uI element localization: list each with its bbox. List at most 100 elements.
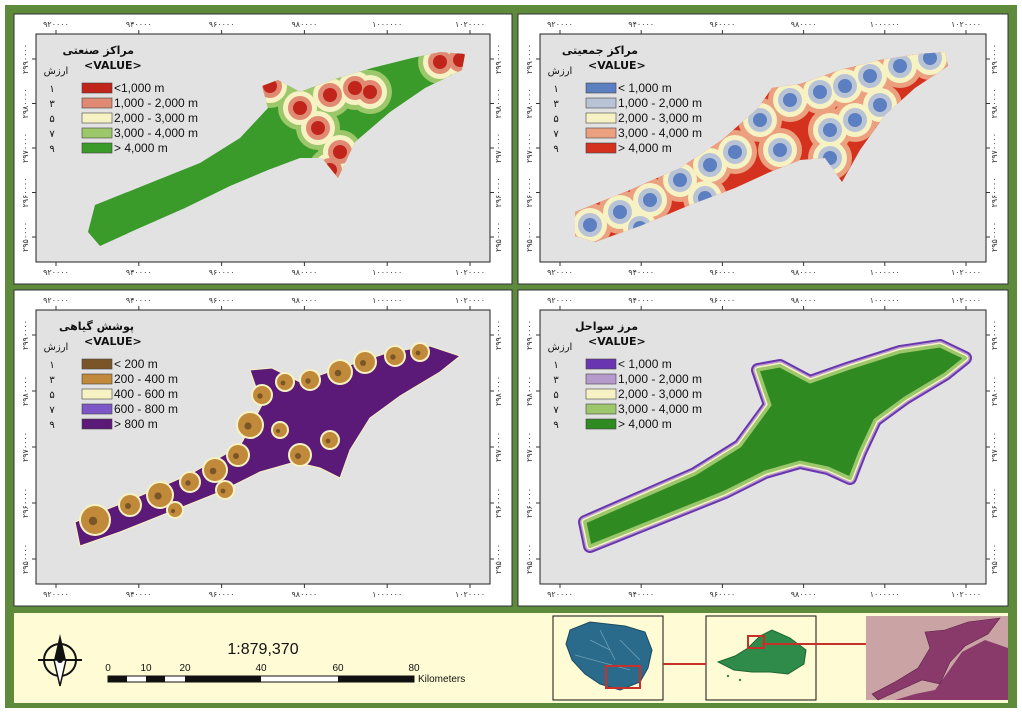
tick-label-y-left: ۲۹۶۰۰۰۰ bbox=[525, 488, 534, 518]
tick-label-y-left: ۲۹۶۰۰۰۰ bbox=[525, 177, 534, 207]
tick-label-y-left: ۲۹۶۰۰۰۰ bbox=[21, 488, 30, 518]
tick-label-x-bottom: ۹۸۰۰۰۰ bbox=[292, 590, 318, 599]
tick-label-x-top: ۹۶۰۰۰۰ bbox=[710, 296, 736, 305]
tick-label-x-bottom: ۹۶۰۰۰۰ bbox=[710, 590, 736, 599]
legend-swatch bbox=[81, 388, 113, 400]
legend-class-label: 400 - 600 m bbox=[114, 387, 178, 401]
north-arrow-icon bbox=[38, 634, 82, 687]
tick-label-x-top: ۹۶۰۰۰۰ bbox=[710, 20, 736, 29]
tick-label-y-left: ۲۹۸۰۰۰۰ bbox=[525, 376, 534, 406]
legend-class-label: 1,000 - 2,000 m bbox=[114, 96, 198, 110]
legend-swatch bbox=[81, 373, 113, 385]
legend-class-value: ۳ bbox=[553, 99, 559, 110]
scale-ratio: 1:879,370 bbox=[227, 641, 298, 658]
tick-label-x-bottom: ۹۲۰۰۰۰ bbox=[43, 590, 69, 599]
tick-label-x-bottom: ۱۰۲۰۰۰۰ bbox=[455, 590, 485, 599]
tick-label-x-bottom: ۹۶۰۰۰۰ bbox=[209, 268, 235, 277]
legend-class-value: ۷ bbox=[553, 405, 559, 416]
tick-label-x-bottom: ۱۰۰۰۰۰۰ bbox=[372, 590, 402, 599]
tick-label-y-left: ۲۹۹۰۰۰۰ bbox=[525, 44, 534, 74]
tick-label-x-top: ۹۸۰۰۰۰ bbox=[292, 296, 318, 305]
legend-class-value: ۱ bbox=[49, 84, 54, 95]
legend-class-label: 2,000 - 3,000 m bbox=[114, 111, 198, 125]
legend-swatch bbox=[81, 112, 113, 124]
legend-title: مراکز جمعیتی bbox=[562, 44, 638, 57]
legend-class-value: ۷ bbox=[49, 405, 55, 416]
map-panel-industrial: ۹۲۰۰۰۰ ۹۲۰۰۰۰ ۹۴۰۰۰۰ ۹۴۰۰۰۰ ۹۶۰۰۰۰ ۹۶۰۰۰۰ ۹۸۰۰… bbox=[13, 13, 513, 285]
map-panel-population: ۹۲۰۰۰۰ ۹۲۰۰۰۰ ۹۴۰۰۰۰ ۹۴۰۰۰۰ ۹۶۰۰۰۰ ۹۶۰۰۰۰ ۹۸۰۰… bbox=[517, 13, 1009, 285]
tick-label-x-top: ۹۴۰۰۰۰ bbox=[126, 20, 152, 29]
tick-label-x-top: ۱۰۲۰۰۰۰ bbox=[455, 296, 485, 305]
locator-rect-province bbox=[747, 635, 765, 649]
tick-label-x-bottom: ۹۸۰۰۰۰ bbox=[791, 268, 817, 277]
tick-label-x-bottom: ۹۴۰۰۰۰ bbox=[126, 590, 152, 599]
locator-study-area bbox=[866, 616, 1008, 701]
legend-swatch bbox=[585, 112, 617, 124]
scale-mark: 40 bbox=[255, 663, 267, 674]
scale-mark: 60 bbox=[332, 663, 344, 674]
legend-class-label: <1,000 m bbox=[114, 81, 164, 95]
legend-class-label: 3,000 - 4,000 m bbox=[618, 402, 702, 416]
tick-label-x-bottom: ۹۸۰۰۰۰ bbox=[292, 268, 318, 277]
legend-swatch bbox=[585, 418, 617, 430]
tick-label-y-right: ۲۹۸۰۰۰۰ bbox=[494, 88, 503, 118]
tick-label-x-top: ۱۰۲۰۰۰۰ bbox=[951, 20, 981, 29]
map-panels: ۹۲۰۰۰۰ ۹۲۰۰۰۰ ۹۴۰۰۰۰ ۹۴۰۰۰۰ ۹۶۰۰۰۰ ۹۶۰۰۰۰ ۹۸۰۰… bbox=[13, 13, 1009, 607]
tick-label-x-top: ۹۶۰۰۰۰ bbox=[209, 20, 235, 29]
legend-class-label: 3,000 - 4,000 m bbox=[618, 126, 702, 140]
legend-swatch bbox=[585, 373, 617, 385]
legend-swatch bbox=[585, 82, 617, 94]
legend-value-header: ارزش bbox=[548, 342, 573, 353]
tick-label-y-left: ۲۹۷۰۰۰۰ bbox=[21, 432, 30, 462]
tick-label-x-bottom: ۱۰۲۰۰۰۰ bbox=[455, 268, 485, 277]
legend-swatch bbox=[585, 127, 617, 139]
legend-swatch bbox=[81, 82, 113, 94]
legend-class-value: ۳ bbox=[49, 99, 55, 110]
footer-background bbox=[14, 613, 1008, 703]
legend-swatch bbox=[585, 388, 617, 400]
tick-label-x-top: ۱۰۰۰۰۰۰ bbox=[372, 296, 402, 305]
legend-class-label: > 4,000 m bbox=[618, 417, 672, 431]
tick-label-x-bottom: ۹۸۰۰۰۰ bbox=[791, 590, 817, 599]
legend-class-value: ۱ bbox=[553, 84, 558, 95]
tick-label-y-right: ۲۹۸۰۰۰۰ bbox=[494, 376, 503, 406]
legend-title: پوشش گیاهی bbox=[59, 320, 134, 333]
legend-class-value: ۹ bbox=[49, 420, 54, 431]
tick-label-x-bottom: ۱۰۰۰۰۰۰ bbox=[870, 590, 900, 599]
tick-label-y-right: ۲۹۵۰۰۰۰ bbox=[990, 544, 999, 574]
tick-label-x-top: ۹۸۰۰۰۰ bbox=[292, 20, 318, 29]
legend-class-label: 3,000 - 4,000 m bbox=[114, 126, 198, 140]
legend-class-label: 600 - 800 m bbox=[114, 402, 178, 416]
tick-label-x-top: ۱۰۰۰۰۰۰ bbox=[870, 296, 900, 305]
legend-swatch bbox=[81, 127, 113, 139]
tick-label-x-bottom: ۱۰۰۰۰۰۰ bbox=[372, 268, 402, 277]
legend-field: <VALUE> bbox=[84, 335, 142, 348]
tick-label-y-left: ۲۹۹۰۰۰۰ bbox=[525, 320, 534, 350]
legend-class-value: ۹ bbox=[553, 144, 558, 155]
footer: 1:879,370 0 10 20 40 60 80 Kilometers bbox=[14, 613, 1008, 703]
tick-label-y-right: ۲۹۵۰۰۰۰ bbox=[990, 222, 999, 252]
tick-label-y-right: ۲۹۷۰۰۰۰ bbox=[990, 133, 999, 163]
tick-label-x-bottom: ۹۶۰۰۰۰ bbox=[710, 268, 736, 277]
tick-label-y-left: ۲۹۵۰۰۰۰ bbox=[525, 544, 534, 574]
tick-label-x-bottom: ۹۴۰۰۰۰ bbox=[628, 268, 654, 277]
tick-label-y-right: ۲۹۷۰۰۰۰ bbox=[494, 432, 503, 462]
tick-label-y-right: ۲۹۹۰۰۰۰ bbox=[990, 320, 999, 350]
tick-label-y-right: ۲۹۹۰۰۰۰ bbox=[494, 44, 503, 74]
legend-swatch bbox=[81, 418, 113, 430]
tick-label-y-left: ۲۹۹۰۰۰۰ bbox=[21, 44, 30, 74]
map-panel-coast: ۹۲۰۰۰۰ ۹۲۰۰۰۰ ۹۴۰۰۰۰ ۹۴۰۰۰۰ ۹۶۰۰۰۰ ۹۶۰۰۰۰ ۹۸۰۰… bbox=[517, 289, 1009, 607]
legend-value-header: ارزش bbox=[44, 66, 69, 77]
tick-label-y-left: ۲۹۸۰۰۰۰ bbox=[21, 376, 30, 406]
legend-class-label: < 200 m bbox=[114, 357, 158, 371]
legend-swatch bbox=[585, 403, 617, 415]
tick-label-y-right: ۲۹۷۰۰۰۰ bbox=[990, 432, 999, 462]
scale-mark: 10 bbox=[140, 663, 152, 674]
legend-class-label: < 1,000 m bbox=[618, 81, 672, 95]
legend-field: <VALUE> bbox=[84, 59, 142, 72]
locator-rect-iran bbox=[605, 665, 641, 689]
legend-class-label: > 4,000 m bbox=[114, 141, 168, 155]
tick-label-y-left: ۲۹۷۰۰۰۰ bbox=[21, 133, 30, 163]
locator-iran bbox=[552, 615, 664, 701]
